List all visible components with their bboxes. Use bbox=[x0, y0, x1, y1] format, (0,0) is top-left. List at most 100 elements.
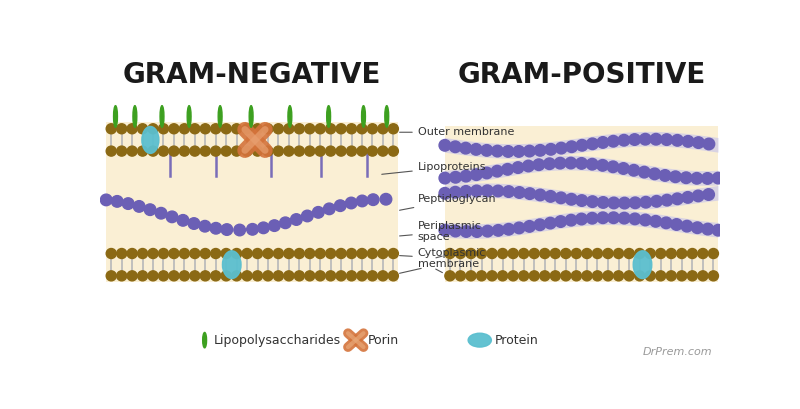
Circle shape bbox=[378, 146, 388, 156]
Circle shape bbox=[221, 224, 233, 235]
Circle shape bbox=[122, 198, 134, 209]
Circle shape bbox=[127, 271, 137, 281]
Circle shape bbox=[190, 124, 200, 134]
Circle shape bbox=[367, 194, 379, 205]
Circle shape bbox=[555, 142, 567, 154]
Ellipse shape bbox=[326, 106, 330, 127]
Text: DrPrem.com: DrPrem.com bbox=[642, 347, 712, 357]
Circle shape bbox=[698, 271, 708, 281]
Circle shape bbox=[671, 193, 683, 204]
Circle shape bbox=[439, 172, 450, 184]
Circle shape bbox=[656, 249, 666, 258]
Circle shape bbox=[242, 124, 252, 134]
Circle shape bbox=[576, 139, 588, 151]
Circle shape bbox=[687, 271, 698, 281]
Circle shape bbox=[524, 220, 535, 232]
Circle shape bbox=[702, 173, 714, 184]
Circle shape bbox=[540, 249, 550, 258]
Circle shape bbox=[199, 220, 210, 232]
Circle shape bbox=[221, 124, 231, 134]
Circle shape bbox=[190, 271, 200, 281]
Circle shape bbox=[466, 271, 476, 281]
Circle shape bbox=[148, 124, 158, 134]
Circle shape bbox=[100, 194, 112, 206]
Circle shape bbox=[687, 249, 698, 258]
Ellipse shape bbox=[362, 106, 366, 127]
Circle shape bbox=[571, 249, 582, 258]
Ellipse shape bbox=[187, 106, 191, 127]
Circle shape bbox=[336, 146, 346, 156]
Circle shape bbox=[471, 185, 482, 197]
Bar bbox=[106, 155, 398, 250]
Circle shape bbox=[388, 124, 398, 134]
Circle shape bbox=[545, 144, 557, 155]
Circle shape bbox=[607, 161, 619, 173]
Circle shape bbox=[274, 124, 283, 134]
Ellipse shape bbox=[142, 126, 159, 153]
Circle shape bbox=[624, 249, 634, 258]
Circle shape bbox=[177, 215, 189, 226]
Circle shape bbox=[294, 124, 304, 134]
Ellipse shape bbox=[468, 333, 491, 347]
Circle shape bbox=[614, 271, 623, 281]
Circle shape bbox=[279, 217, 291, 229]
Circle shape bbox=[498, 249, 508, 258]
Ellipse shape bbox=[218, 106, 222, 127]
Circle shape bbox=[624, 271, 634, 281]
Circle shape bbox=[603, 249, 613, 258]
Circle shape bbox=[540, 271, 550, 281]
Circle shape bbox=[290, 214, 302, 225]
Circle shape bbox=[200, 271, 210, 281]
Circle shape bbox=[210, 124, 221, 134]
Circle shape bbox=[586, 138, 598, 150]
Circle shape bbox=[367, 146, 378, 156]
Circle shape bbox=[634, 271, 645, 281]
Circle shape bbox=[638, 166, 650, 178]
Bar bbox=[106, 122, 398, 282]
Circle shape bbox=[305, 146, 314, 156]
Circle shape bbox=[702, 223, 714, 235]
Circle shape bbox=[561, 271, 571, 281]
Circle shape bbox=[445, 271, 455, 281]
Circle shape bbox=[158, 146, 169, 156]
Circle shape bbox=[210, 271, 221, 281]
Circle shape bbox=[326, 249, 336, 258]
Polygon shape bbox=[445, 184, 718, 210]
Circle shape bbox=[450, 187, 461, 198]
Circle shape bbox=[242, 146, 252, 156]
Circle shape bbox=[691, 173, 702, 184]
Circle shape bbox=[127, 124, 137, 134]
Circle shape bbox=[555, 216, 566, 227]
Circle shape bbox=[477, 249, 486, 258]
Circle shape bbox=[492, 185, 504, 197]
Circle shape bbox=[263, 124, 273, 134]
Circle shape bbox=[550, 249, 560, 258]
Circle shape bbox=[284, 271, 294, 281]
Circle shape bbox=[148, 249, 158, 258]
Circle shape bbox=[645, 249, 655, 258]
Circle shape bbox=[666, 271, 676, 281]
Circle shape bbox=[388, 271, 398, 281]
Text: Lipopolysaccharides: Lipopolysaccharides bbox=[214, 334, 341, 347]
Circle shape bbox=[608, 212, 619, 224]
Bar bbox=[445, 126, 718, 282]
Circle shape bbox=[470, 144, 482, 155]
Ellipse shape bbox=[160, 106, 164, 127]
Circle shape bbox=[477, 271, 486, 281]
Circle shape bbox=[148, 146, 158, 156]
Circle shape bbox=[666, 249, 676, 258]
Circle shape bbox=[357, 271, 367, 281]
Circle shape bbox=[179, 249, 190, 258]
Circle shape bbox=[326, 124, 336, 134]
Circle shape bbox=[508, 271, 518, 281]
Circle shape bbox=[106, 146, 116, 156]
Circle shape bbox=[461, 226, 472, 237]
Circle shape bbox=[524, 188, 535, 200]
Text: Protein: Protein bbox=[495, 334, 539, 347]
Circle shape bbox=[127, 249, 137, 258]
Circle shape bbox=[378, 124, 388, 134]
Circle shape bbox=[682, 136, 694, 147]
Circle shape bbox=[534, 144, 546, 156]
Circle shape bbox=[508, 249, 518, 258]
Circle shape bbox=[231, 124, 242, 134]
